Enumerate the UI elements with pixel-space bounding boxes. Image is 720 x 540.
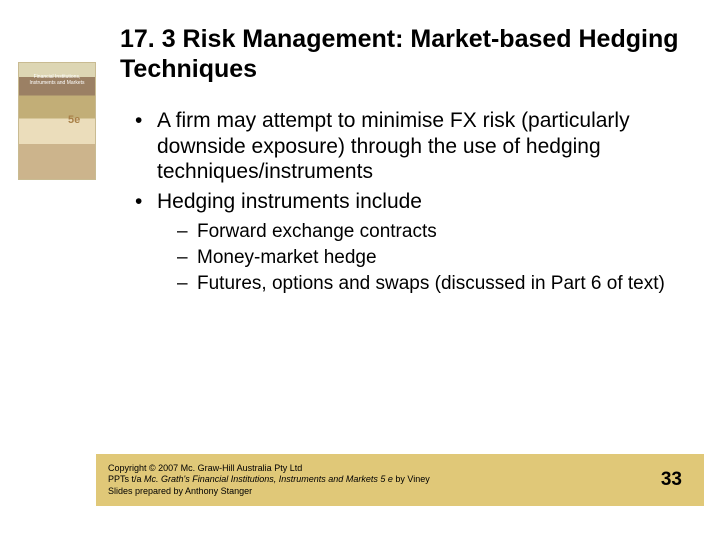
- page-number: 33: [661, 469, 692, 491]
- footer-line-2-italic: Mc. Grath's Financial Institutions, Inst…: [144, 474, 393, 484]
- sub-bullet-item: Futures, options and swaps (discussed in…: [177, 272, 690, 296]
- footer-line-2-suffix: by Viney: [393, 474, 430, 484]
- bullet-item: Hedging instruments include Forward exch…: [135, 189, 690, 296]
- sub-bullet-text: Forward exchange contracts: [197, 221, 437, 242]
- book-edition-label: 5e: [68, 114, 80, 126]
- slide: Financial Institutions, Instruments and …: [0, 0, 720, 540]
- footer-line-1: Copyright © 2007 Mc. Graw-Hill Australia…: [108, 463, 661, 474]
- book-cover-caption: Financial Institutions, Instruments and …: [20, 74, 94, 86]
- footer-text: Copyright © 2007 Mc. Graw-Hill Australia…: [108, 463, 661, 497]
- footer-line-2-prefix: PPTs t/a: [108, 474, 144, 484]
- bullet-item: A firm may attempt to minimise FX risk (…: [135, 108, 690, 185]
- footer-line-3: Slides prepared by Anthony Stanger: [108, 486, 661, 497]
- bullet-text: A firm may attempt to minimise FX risk (…: [157, 109, 630, 183]
- sub-bullet-text: Futures, options and swaps (discussed in…: [197, 273, 665, 294]
- sub-bullet-item: Forward exchange contracts: [177, 220, 690, 244]
- sub-bullet-text: Money-market hedge: [197, 247, 377, 268]
- bullet-text: Hedging instruments include: [157, 190, 422, 213]
- slide-body: A firm may attempt to minimise FX risk (…: [135, 108, 690, 300]
- slide-title: 17. 3 Risk Management: Market-based Hedg…: [120, 24, 680, 84]
- sub-bullet-item: Money-market hedge: [177, 246, 690, 270]
- sub-bullet-list: Forward exchange contracts Money-market …: [177, 220, 690, 295]
- footer-bar: Copyright © 2007 Mc. Graw-Hill Australia…: [96, 454, 704, 506]
- bullet-list: A firm may attempt to minimise FX risk (…: [135, 108, 690, 296]
- footer-line-2: PPTs t/a Mc. Grath's Financial Instituti…: [108, 474, 661, 485]
